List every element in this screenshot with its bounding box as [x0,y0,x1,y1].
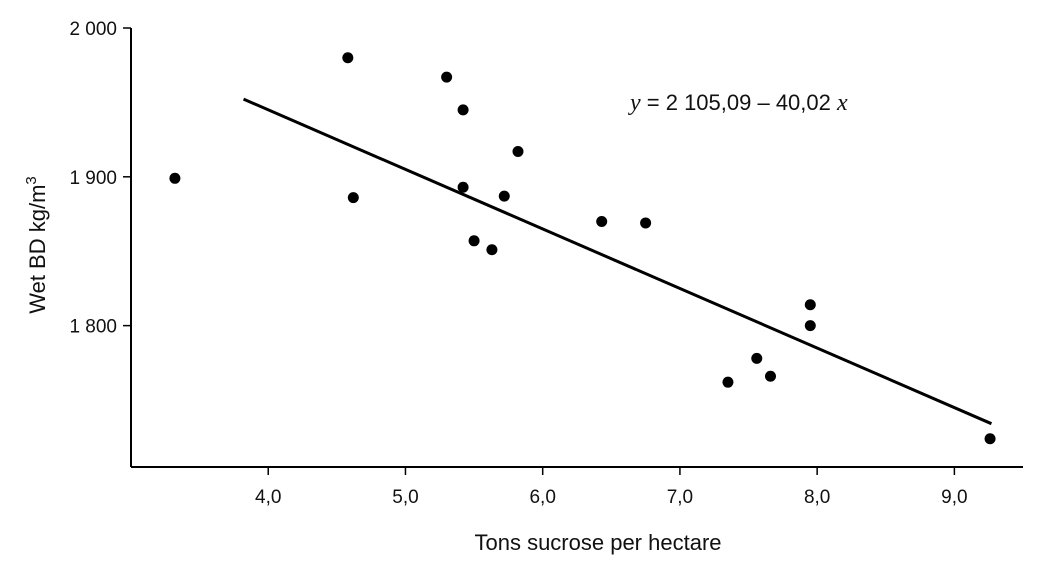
data-point [486,244,498,256]
y-axis-title: Wet BD kg/m3 [23,176,50,314]
data-point [984,433,996,445]
data-point [468,235,480,247]
x-tick-label: 6,0 [529,487,555,508]
data-point [347,192,359,204]
data-points [169,52,996,445]
x-tick-label: 7,0 [667,487,693,508]
data-point [764,370,776,382]
regression-line [242,97,993,426]
x-tick-label: 4,0 [255,487,281,508]
data-point [751,352,763,364]
x-tick-label: 5,0 [392,487,418,508]
data-point [342,52,354,64]
data-point [804,299,816,311]
data-point [457,181,469,193]
data-point [169,172,181,184]
y-tick-label: 2 000 [69,19,117,40]
y-tick-label: 1 900 [69,168,117,189]
regression-line-group [242,97,993,426]
data-point [640,217,652,229]
y-axis-ticks: 1 800 1 900 2 000 [69,19,131,338]
x-axis-title: Tons sucrose per hectare [474,530,721,555]
x-tick-label: 9,0 [941,487,967,508]
axes [130,28,1023,468]
regression-equation: y = 2 105,09 – 40,02 x [628,90,848,116]
data-point [512,146,524,158]
data-point [441,71,453,83]
data-point [457,104,469,116]
x-tick-label: 8,0 [804,487,830,508]
data-point [804,320,816,332]
data-point [596,215,608,227]
x-axis-ticks: 4,0 5,0 6,0 7,0 8,0 9,0 [255,467,968,508]
y-tick-label: 1 800 [69,317,117,338]
data-point [722,376,734,388]
data-point [498,190,510,202]
